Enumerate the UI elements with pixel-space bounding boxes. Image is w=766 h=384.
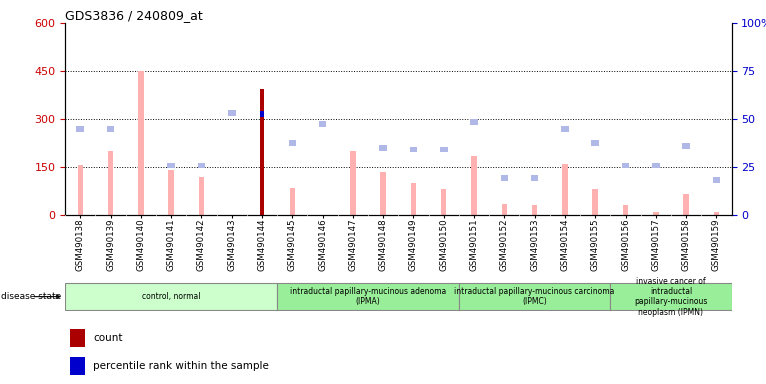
Bar xyxy=(410,147,417,152)
Bar xyxy=(622,162,630,168)
Text: percentile rank within the sample: percentile rank within the sample xyxy=(93,361,269,371)
Bar xyxy=(592,189,598,215)
Text: GSM490153: GSM490153 xyxy=(530,218,539,271)
Bar xyxy=(228,110,235,116)
Bar xyxy=(714,212,719,215)
Bar xyxy=(532,205,538,215)
Bar xyxy=(70,358,85,375)
Bar xyxy=(260,111,264,117)
Bar xyxy=(70,329,85,347)
Bar xyxy=(411,183,416,215)
Text: GSM490159: GSM490159 xyxy=(712,218,721,271)
Text: GSM490144: GSM490144 xyxy=(257,218,267,271)
Bar xyxy=(440,147,447,152)
Bar xyxy=(531,175,538,181)
Text: GSM490149: GSM490149 xyxy=(409,218,418,271)
Bar xyxy=(77,126,84,131)
Bar xyxy=(167,162,175,168)
Bar xyxy=(623,205,628,215)
Bar xyxy=(502,204,507,215)
Bar xyxy=(381,172,386,215)
Text: GSM490150: GSM490150 xyxy=(439,218,448,271)
Text: intraductal papillary-mucinous carcinoma
(IPMC): intraductal papillary-mucinous carcinoma… xyxy=(454,287,615,306)
Bar xyxy=(683,143,690,149)
Bar xyxy=(459,283,611,310)
Text: GSM490156: GSM490156 xyxy=(621,218,630,271)
Text: GSM490143: GSM490143 xyxy=(228,218,236,271)
Text: control, normal: control, normal xyxy=(142,292,201,301)
Text: GSM490139: GSM490139 xyxy=(106,218,115,271)
Bar xyxy=(138,71,143,215)
Text: GSM490140: GSM490140 xyxy=(136,218,146,271)
Bar xyxy=(712,177,720,183)
Bar xyxy=(379,145,387,151)
Text: GSM490145: GSM490145 xyxy=(288,218,296,271)
Text: GSM490138: GSM490138 xyxy=(76,218,85,271)
Text: GSM490157: GSM490157 xyxy=(651,218,660,271)
Text: GSM490148: GSM490148 xyxy=(378,218,388,271)
Bar xyxy=(77,166,83,215)
Text: GSM490155: GSM490155 xyxy=(591,218,600,271)
Bar xyxy=(198,177,205,215)
Bar xyxy=(653,212,659,215)
Text: disease state: disease state xyxy=(2,292,61,301)
Text: GSM490142: GSM490142 xyxy=(197,218,206,271)
Text: GDS3836 / 240809_at: GDS3836 / 240809_at xyxy=(65,9,203,22)
Text: GSM490152: GSM490152 xyxy=(500,218,509,271)
Bar xyxy=(652,162,660,168)
Text: GSM490151: GSM490151 xyxy=(470,218,479,271)
Bar xyxy=(108,151,113,215)
Text: count: count xyxy=(93,333,123,343)
Bar xyxy=(350,151,355,215)
Bar xyxy=(471,156,476,215)
Bar xyxy=(561,126,568,131)
Bar xyxy=(591,140,599,146)
Bar xyxy=(277,283,459,310)
Text: GSM490141: GSM490141 xyxy=(167,218,175,271)
Text: GSM490146: GSM490146 xyxy=(318,218,327,271)
Bar xyxy=(611,283,732,310)
Bar xyxy=(289,140,296,146)
Text: invasive cancer of
intraductal
papillary-mucinous
neoplasm (IPMN): invasive cancer of intraductal papillary… xyxy=(634,276,708,317)
Bar xyxy=(683,194,689,215)
Bar xyxy=(198,162,205,168)
Bar xyxy=(319,121,326,127)
Bar xyxy=(169,170,174,215)
Bar xyxy=(562,164,568,215)
Bar xyxy=(106,126,114,131)
Bar xyxy=(470,119,478,125)
Bar xyxy=(500,175,508,181)
Bar xyxy=(260,89,264,215)
Bar xyxy=(441,189,447,215)
Text: GSM490158: GSM490158 xyxy=(682,218,691,271)
Text: GSM490154: GSM490154 xyxy=(561,218,569,271)
Bar xyxy=(65,283,277,310)
Bar xyxy=(290,188,295,215)
Text: GSM490147: GSM490147 xyxy=(349,218,358,271)
Text: intraductal papillary-mucinous adenoma
(IPMA): intraductal papillary-mucinous adenoma (… xyxy=(290,287,446,306)
